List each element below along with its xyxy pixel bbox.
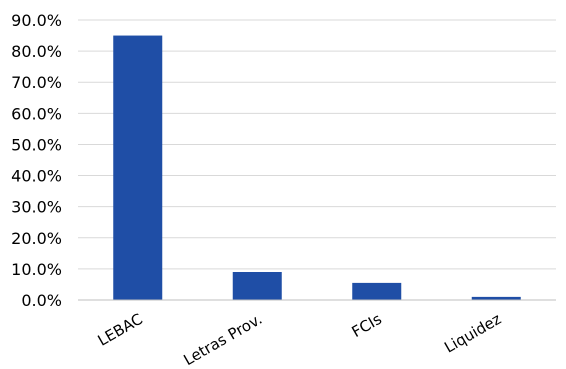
bars [113, 35, 521, 301]
y-tick-label: 30.0% [11, 198, 62, 217]
y-tick-label: 60.0% [11, 104, 62, 123]
y-tick-label: 70.0% [11, 73, 62, 92]
bar-letras-prov [232, 272, 282, 300]
y-axis-ticks: 0.0% 10.0% 20.0% 30.0% 40.0% 50.0% 60.0% 70.0% 8… [11, 11, 62, 310]
x-axis-ticks: LEBAC Letras Prov. FCIs Liquidez [95, 310, 505, 369]
x-tick-label: FCIs [349, 310, 385, 341]
y-tick-label: 10.0% [11, 260, 62, 279]
y-tick-label: 90.0% [11, 11, 62, 30]
x-tick-label: Letras Prov. [181, 310, 266, 369]
y-tick-label: 40.0% [11, 167, 62, 186]
y-tick-label: 0.0% [21, 291, 62, 310]
x-tick-label: Liquidez [441, 310, 504, 357]
bar-fcis [352, 282, 402, 300]
x-tick-label: LEBAC [95, 310, 146, 350]
y-tick-label: 80.0% [11, 42, 62, 61]
y-tick-label: 20.0% [11, 229, 62, 248]
bar-liquidez [471, 296, 521, 300]
y-tick-label: 50.0% [11, 135, 62, 154]
bar-lebac [113, 35, 163, 301]
